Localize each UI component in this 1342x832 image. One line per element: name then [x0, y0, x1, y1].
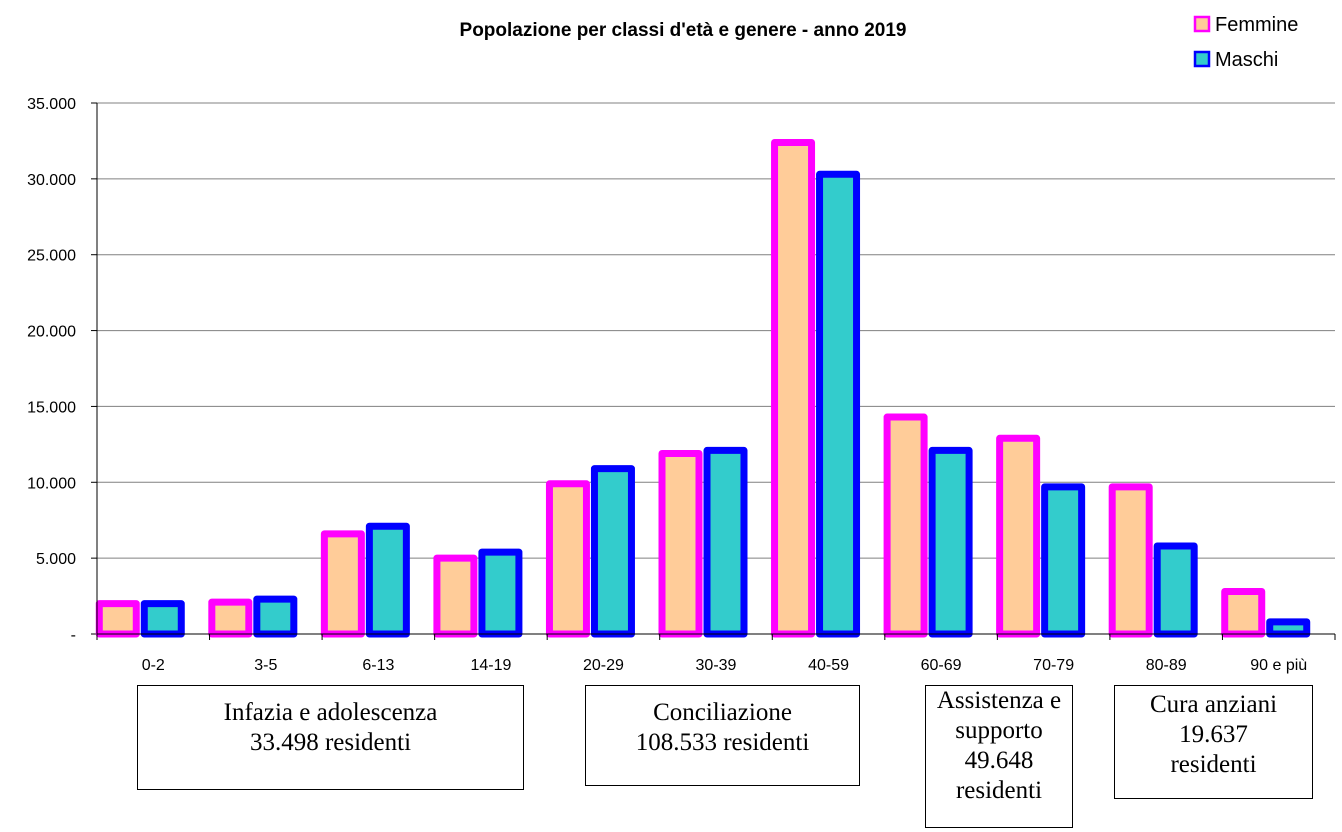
- y-tick-label-1: 5.000: [36, 551, 76, 568]
- x-tick-label-5: 30-39: [696, 657, 737, 674]
- legend-label-femmine: Femmine: [1215, 14, 1298, 36]
- bar-maschi-2: [365, 522, 410, 638]
- x-tick-label-10: 90 e più: [1250, 657, 1307, 674]
- legend-swatch-femmine: [1193, 15, 1211, 33]
- bars: [95, 138, 1311, 638]
- bar-femmine-1: [208, 598, 253, 638]
- legend-swatch-maschi: [1193, 50, 1211, 68]
- legend: Femmine Maschi: [1193, 14, 1298, 71]
- annotation-assistenza-line-3: 49.648: [964, 747, 1034, 774]
- x-tick-label-2: 6-13: [362, 657, 394, 674]
- y-tick-label-0: -: [71, 627, 76, 644]
- chart-title: Popolazione per classi d'età e genere - …: [460, 20, 907, 41]
- x-tick-label-6: 40-59: [808, 657, 849, 674]
- x-tick-label-0: 0-2: [142, 657, 165, 674]
- annotation-assistenza-line-1: Assistenza e: [936, 687, 1062, 714]
- y-tick-label-2: 10.000: [27, 475, 76, 492]
- bar-maschi-4: [590, 465, 635, 638]
- bar-maschi-3: [478, 548, 523, 638]
- bar-femmine-10: [1221, 588, 1266, 638]
- x-tick-label-7: 60-69: [921, 657, 962, 674]
- x-axis-ticks: 0-2 3-5 6-13 14-19 20-29 30-39 40-59 60-69 70-79…: [96, 634, 1336, 674]
- bar-maschi-8: [1041, 483, 1086, 638]
- y-tick-label-5: 25.000: [27, 248, 76, 265]
- x-tick-label-9: 80-89: [1146, 657, 1187, 674]
- annotation-assistenza-line-4: residenti: [955, 777, 1043, 804]
- bar-femmine-6: [771, 138, 816, 638]
- x-tick-label-4: 20-29: [583, 657, 624, 674]
- bar-maschi-5: [703, 446, 748, 638]
- bar-maschi-0: [140, 600, 185, 638]
- annotation-conciliazione-line-1: Conciliazione: [653, 699, 792, 726]
- bar-maschi-6: [816, 170, 861, 638]
- x-tick-label-3: 14-19: [470, 657, 511, 674]
- annotation-cura-anziani: Cura anziani 19.637 residenti: [1114, 685, 1313, 799]
- bar-maschi-10: [1266, 618, 1311, 638]
- legend-label-maschi: Maschi: [1215, 49, 1278, 71]
- bar-maschi-1: [253, 595, 298, 638]
- annotation-infanzia-line-2: 33.498 residenti: [249, 729, 412, 756]
- x-tick-label-8: 70-79: [1033, 657, 1074, 674]
- annotation-cura-anziani-line-3: residenti: [1170, 751, 1257, 778]
- bar-femmine-2: [320, 530, 365, 638]
- bar-femmine-3: [433, 554, 478, 638]
- bar-femmine-8: [996, 434, 1041, 638]
- annotation-infanzia: Infazia e adolescenza 33.498 residenti: [137, 685, 524, 790]
- x-tick-label-1: 3-5: [254, 657, 277, 674]
- annotation-assistenza: Assistenza e supporto 49.648 residenti: [925, 685, 1073, 828]
- y-tick-label-7: 35.000: [27, 96, 76, 113]
- bar-femmine-4: [545, 480, 590, 638]
- annotation-cura-anziani-line-2: 19.637: [1179, 721, 1248, 748]
- bar-femmine-0: [95, 600, 140, 638]
- y-tick-label-4: 20.000: [27, 324, 76, 341]
- annotation-cura-anziani-line-1: Cura anziani: [1149, 691, 1278, 718]
- bar-maschi-9: [1153, 542, 1198, 638]
- annotation-assistenza-line-2: supporto: [955, 717, 1043, 744]
- y-tick-label-6: 30.000: [27, 172, 76, 189]
- bar-femmine-9: [1108, 483, 1153, 638]
- y-axis-ticks: - 5.000 10.000 15.000 20.000 25.000 30.000 35.0…: [27, 96, 97, 644]
- annotation-infanzia-line-1: Infazia e adolescenza: [223, 699, 438, 726]
- bar-maschi-7: [928, 446, 973, 638]
- bar-femmine-5: [658, 449, 703, 638]
- y-tick-label-3: 15.000: [27, 399, 76, 416]
- bar-femmine-7: [883, 413, 928, 638]
- annotation-conciliazione: Conciliazione 108.533 residenti: [585, 685, 860, 786]
- annotation-conciliazione-line-2: 108.533 residenti: [635, 729, 810, 756]
